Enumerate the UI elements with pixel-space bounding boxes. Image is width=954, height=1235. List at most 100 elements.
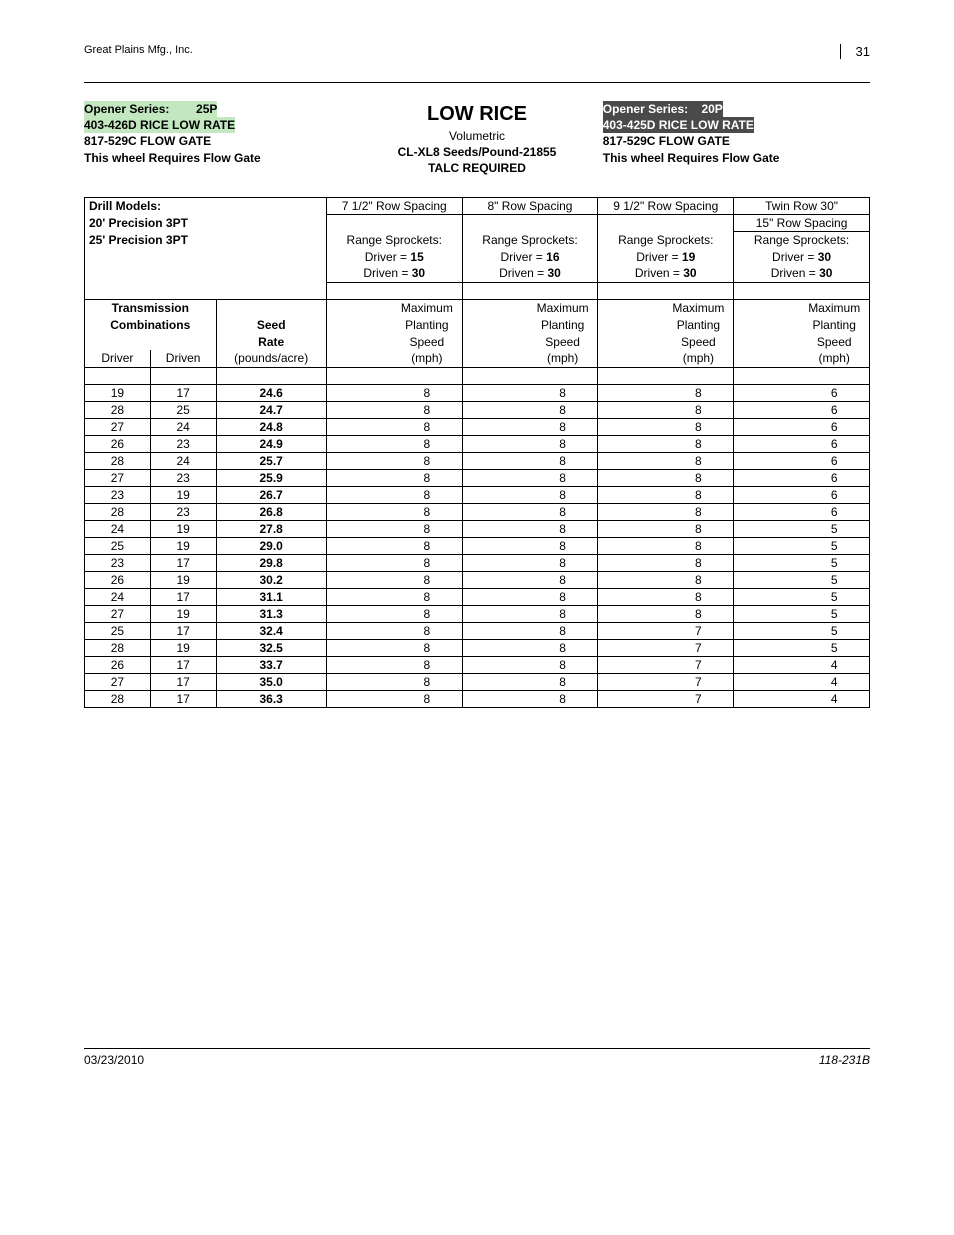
- cell-speed: 8: [664, 469, 734, 486]
- footer-doc: 118-231B: [819, 1053, 870, 1067]
- table-row: 271735.08874: [85, 673, 870, 690]
- driven-3: Driven = 30: [734, 265, 870, 282]
- cell-blank: [326, 622, 392, 639]
- cell-driven: 23: [150, 469, 216, 486]
- hdr-comb: Combinations: [85, 316, 217, 333]
- table-row: 262324.98886: [85, 435, 870, 452]
- cell-speed: 6: [799, 418, 869, 435]
- cell-speed: 8: [664, 401, 734, 418]
- cell-rate: 29.0: [216, 537, 326, 554]
- cell-blank: [598, 656, 664, 673]
- page-number: 31: [840, 44, 870, 59]
- cell-driver: 28: [85, 690, 151, 707]
- cell-speed: 7: [664, 639, 734, 656]
- driver-2: Driver = 19: [598, 248, 734, 265]
- cell-blank: [598, 571, 664, 588]
- cell-speed: 8: [528, 673, 598, 690]
- cell-blank: [462, 418, 528, 435]
- cell-blank: [326, 537, 392, 554]
- cell-blank: [598, 418, 664, 435]
- right-line1: Opener Series: 20P: [603, 101, 723, 117]
- cell-blank: [326, 639, 392, 656]
- cell-speed: 8: [392, 469, 462, 486]
- cell-blank: [598, 537, 664, 554]
- cell-blank: [462, 401, 528, 418]
- hdr-mps2-3: Planting: [799, 316, 869, 333]
- table-row: 281932.58875: [85, 639, 870, 656]
- cell-rate: 27.8: [216, 520, 326, 537]
- table-row: Driven = 30 Driven = 30 Driven = 30 Driv…: [85, 265, 870, 282]
- right-opener-block: Opener Series: 20P 403-425D RICE LOW RAT…: [603, 101, 870, 177]
- cell-rate: 26.8: [216, 503, 326, 520]
- table-row: Transmission Maximum Maximum Maximum Max…: [85, 299, 870, 316]
- cell-blank: [326, 571, 392, 588]
- cell-driver: 27: [85, 418, 151, 435]
- drill-model-b: 25' Precision 3PT: [85, 231, 327, 248]
- cell-blank: [734, 639, 800, 656]
- hdr-mps1-1: Maximum: [528, 299, 598, 316]
- cell-speed: 8: [528, 639, 598, 656]
- table-row: 261930.28885: [85, 571, 870, 588]
- cell-blank: [462, 690, 528, 707]
- spacing-1: 8" Row Spacing: [462, 197, 598, 214]
- cell-speed: 8: [528, 537, 598, 554]
- cell-blank: [326, 469, 392, 486]
- hdr-mps2-0: Planting: [392, 316, 462, 333]
- cell-blank: [326, 384, 392, 401]
- right-line2: 403-425D RICE LOW RATE: [603, 117, 754, 133]
- footer-divider: [84, 1048, 870, 1049]
- table-row: 20' Precision 3PT 15" Row Spacing: [85, 214, 870, 231]
- range-3: Range Sprockets:: [734, 231, 870, 248]
- cell-rate: 24.8: [216, 418, 326, 435]
- table-row: Driver Driven (pounds/acre) (mph) (mph) …: [85, 350, 870, 367]
- hdr-mps3-0: Speed: [392, 333, 462, 350]
- hdr-mps1-2: Maximum: [664, 299, 734, 316]
- cell-speed: 4: [799, 690, 869, 707]
- cell-speed: 7: [664, 690, 734, 707]
- cell-driven: 17: [150, 554, 216, 571]
- cell-speed: 8: [528, 401, 598, 418]
- cell-speed: 8: [392, 690, 462, 707]
- cell-speed: 8: [664, 418, 734, 435]
- table-row: 241927.88885: [85, 520, 870, 537]
- cell-rate: 26.7: [216, 486, 326, 503]
- cell-blank: [598, 384, 664, 401]
- header-block: Opener Series: 25P 403-426D RICE LOW RAT…: [84, 101, 870, 177]
- cell-driven: 17: [150, 384, 216, 401]
- cell-blank: [598, 690, 664, 707]
- cell-speed: 8: [528, 588, 598, 605]
- cell-speed: 6: [799, 401, 869, 418]
- cell-blank: [326, 690, 392, 707]
- center-title-block: LOW RICE Volumetric CL-XL8 Seeds/Pound-2…: [351, 101, 603, 177]
- cell-driver: 27: [85, 673, 151, 690]
- cell-speed: 8: [392, 401, 462, 418]
- cell-driven: 19: [150, 486, 216, 503]
- driven-0: Driven = 30: [326, 265, 462, 282]
- cell-speed: 6: [799, 452, 869, 469]
- hdr-mps4-1: (mph): [528, 350, 598, 367]
- hdr-trans: Transmission: [85, 299, 217, 316]
- cell-driver: 25: [85, 622, 151, 639]
- table-row: Drill Models: 7 1/2" Row Spacing 8" Row …: [85, 197, 870, 214]
- cell-speed: 8: [528, 554, 598, 571]
- table-row: 251929.08885: [85, 537, 870, 554]
- driven-1: Driven = 30: [462, 265, 598, 282]
- cell-blank: [734, 384, 800, 401]
- table-row: 191724.68886: [85, 384, 870, 401]
- cell-speed: 7: [664, 673, 734, 690]
- driven-2: Driven = 30: [598, 265, 734, 282]
- hdr-mps2-1: Planting: [528, 316, 598, 333]
- cell-blank: [462, 435, 528, 452]
- cell-speed: 8: [528, 503, 598, 520]
- cell-rate: 36.3: [216, 690, 326, 707]
- cell-blank: [734, 452, 800, 469]
- center-line2: Volumetric: [449, 129, 505, 143]
- table-row: Driver = 15 Driver = 16 Driver = 19 Driv…: [85, 248, 870, 265]
- cell-speed: 8: [392, 384, 462, 401]
- top-row: Great Plains Mfg., Inc. 31: [84, 40, 870, 58]
- table-row: 282425.78886: [85, 452, 870, 469]
- cell-speed: 8: [392, 554, 462, 571]
- cell-blank: [734, 435, 800, 452]
- driver-1: Driver = 16: [462, 248, 598, 265]
- cell-speed: 8: [528, 656, 598, 673]
